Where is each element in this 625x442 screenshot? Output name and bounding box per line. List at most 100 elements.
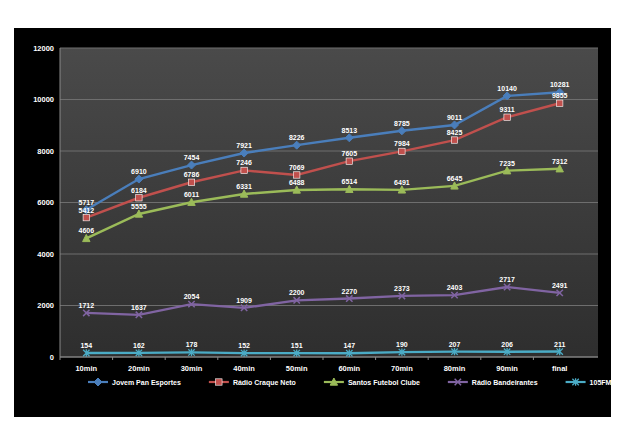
- point-marker: [135, 175, 143, 183]
- point-marker: [398, 127, 406, 135]
- x-tick-label: 30min: [181, 364, 203, 373]
- data-label: 2491: [552, 282, 568, 289]
- data-label: 7921: [236, 142, 252, 149]
- data-label: 8425: [447, 129, 463, 136]
- legend-marker: [94, 378, 102, 386]
- point-marker: [556, 165, 563, 172]
- data-label: 7605: [342, 150, 358, 157]
- point-marker: [241, 349, 247, 356]
- x-axis: [60, 357, 598, 358]
- point-marker: [557, 290, 563, 296]
- data-label: 2717: [499, 276, 515, 283]
- point-marker: [503, 92, 511, 100]
- data-label: 10281: [550, 81, 570, 88]
- legend-label: 105FM: [590, 379, 612, 386]
- data-label: 2054: [184, 293, 200, 300]
- data-label: 178: [186, 341, 198, 348]
- point-marker: [451, 182, 458, 189]
- chart-background: [14, 28, 611, 417]
- legend-label: Rádio Craque Neto: [233, 379, 296, 387]
- data-label: 7454: [184, 154, 200, 161]
- data-label: 7312: [552, 158, 568, 165]
- plot-marks: [82, 88, 563, 357]
- data-label: 5717: [79, 199, 95, 206]
- x-tick-label: 80min: [444, 364, 466, 373]
- point-marker: [83, 349, 89, 356]
- point-marker: [293, 141, 301, 149]
- data-label: 2270: [342, 288, 358, 295]
- x-tick: [323, 357, 324, 360]
- grid-line: [60, 151, 598, 152]
- x-tick: [112, 357, 113, 360]
- point-marker: [346, 350, 352, 357]
- data-label: 1909: [236, 297, 252, 304]
- point-marker: [240, 149, 248, 157]
- point-marker: [451, 348, 457, 355]
- x-tick: [270, 357, 271, 360]
- legend-marker: [216, 379, 222, 385]
- data-label: 5412: [79, 207, 95, 214]
- legend-label: Jovem Pan Esportes: [112, 379, 181, 387]
- point-marker: [399, 348, 405, 355]
- y-axis: [60, 48, 61, 357]
- point-marker: [294, 172, 300, 178]
- data-label: 7235: [499, 160, 515, 167]
- point-marker: [346, 158, 352, 164]
- data-label: 8513: [342, 127, 358, 134]
- data-label: 1637: [131, 304, 147, 311]
- data-label: 151: [291, 342, 303, 349]
- point-marker: [451, 292, 457, 298]
- point-marker: [188, 198, 195, 205]
- data-label: 4606: [79, 227, 95, 234]
- data-label: 6488: [289, 179, 305, 186]
- legend-marker: [330, 378, 337, 385]
- data-labels: 5717691074547921822685138785901110140102…: [79, 81, 570, 349]
- x-tick-label: 10min: [75, 364, 97, 373]
- series-line: [86, 287, 559, 315]
- x-tick: [428, 357, 429, 360]
- point-marker: [83, 310, 89, 316]
- point-marker: [240, 190, 247, 197]
- point-marker: [241, 305, 247, 311]
- point-marker: [504, 114, 510, 120]
- x-tick-label: 90min: [496, 364, 518, 373]
- y-tick-label: 2000: [37, 301, 54, 310]
- data-label: 6514: [342, 178, 358, 185]
- point-marker: [503, 167, 510, 174]
- series-line: [86, 103, 559, 217]
- x-tick-label: 60min: [338, 364, 360, 373]
- data-label: 7246: [236, 159, 252, 166]
- data-label: 147: [343, 342, 355, 349]
- x-tick: [533, 357, 534, 360]
- series-line: [86, 169, 559, 239]
- legend: Jovem Pan EsportesRádio Craque NetoSanto…: [88, 378, 612, 387]
- point-marker: [241, 167, 247, 173]
- data-label: 6491: [394, 179, 410, 186]
- point-marker: [136, 349, 142, 356]
- point-marker: [188, 161, 196, 169]
- point-marker: [345, 134, 353, 142]
- series-line: [86, 352, 559, 354]
- point-marker: [188, 179, 194, 185]
- grid-line: [60, 357, 598, 358]
- point-marker: [136, 312, 142, 318]
- plot-background: [60, 48, 598, 357]
- y-tick-label: 6000: [37, 198, 54, 207]
- point-marker: [136, 195, 142, 201]
- point-marker: [346, 295, 352, 301]
- point-marker: [294, 297, 300, 303]
- x-tick-label: 20min: [128, 364, 150, 373]
- data-label: 7984: [394, 140, 410, 147]
- x-tick: [375, 357, 376, 360]
- grid-line: [60, 254, 598, 255]
- grid-line: [60, 99, 598, 100]
- point-marker: [188, 301, 194, 307]
- point-marker: [504, 348, 510, 355]
- point-marker: [399, 293, 405, 299]
- data-label: 162: [133, 342, 145, 349]
- legend-marker: [455, 379, 461, 385]
- point-marker: [346, 185, 353, 192]
- point-marker: [188, 349, 194, 356]
- data-label: 6645: [447, 175, 463, 182]
- point-marker: [83, 214, 89, 220]
